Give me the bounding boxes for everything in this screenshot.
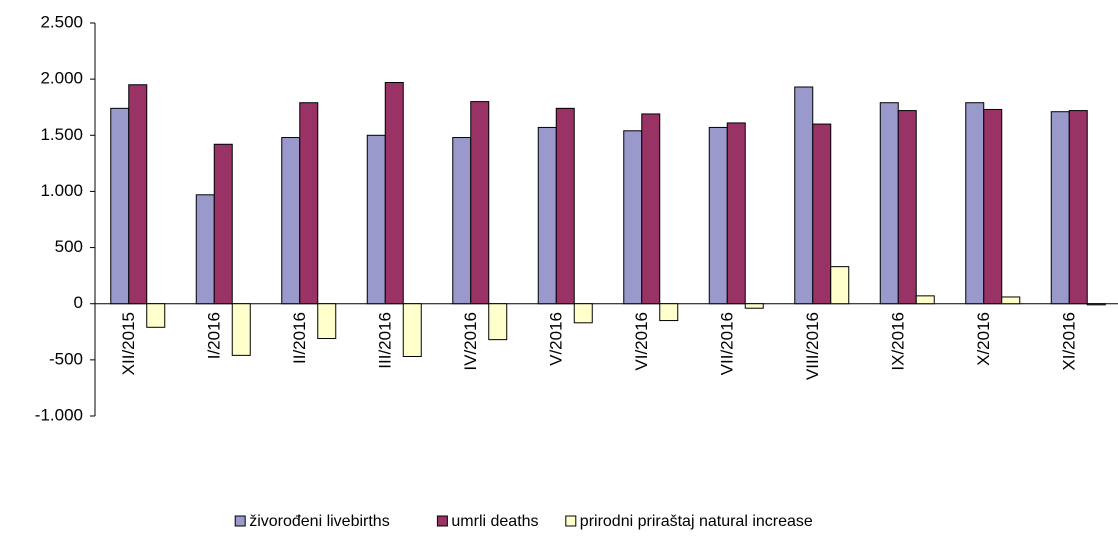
bar: [623, 130, 643, 305]
bar: [488, 303, 508, 341]
bar: [1068, 110, 1088, 305]
bar: [830, 266, 850, 305]
bar: [879, 102, 899, 305]
bar: [708, 126, 728, 305]
bar: [726, 122, 746, 305]
bar: [299, 102, 319, 305]
x-tick-label: VIII/2016: [803, 312, 822, 380]
y-tick-label: 500: [55, 237, 83, 256]
bar: [452, 137, 472, 305]
x-tick-label: XII/2015: [119, 312, 138, 375]
bar: [641, 113, 661, 305]
y-tick-label: 2.500: [40, 12, 83, 31]
y-tick-label: -1.000: [35, 405, 83, 424]
bar: [555, 107, 575, 305]
bar: [470, 101, 490, 305]
bar: [231, 303, 251, 356]
x-tick-label: IV/2016: [461, 312, 480, 371]
legend-label: umrli deaths: [451, 513, 538, 530]
y-tick-label: 0: [74, 293, 83, 312]
bar: [573, 303, 593, 324]
legend-swatch: [565, 515, 577, 527]
x-tick-label: X/2016: [974, 312, 993, 366]
y-tick-label: 2.000: [40, 69, 83, 88]
y-tick-label: 1.500: [40, 125, 83, 144]
bar: [384, 82, 404, 305]
x-tick-label: V/2016: [547, 312, 566, 366]
x-tick-label: VII/2016: [718, 312, 737, 375]
x-tick-label: III/2016: [376, 312, 395, 369]
bar: [213, 143, 233, 305]
bar: [1001, 296, 1021, 305]
bar: [794, 86, 814, 305]
bar: [659, 303, 679, 322]
x-tick-label: XI/2016: [1060, 312, 1079, 371]
legend: živorođeni livebirths umrli deaths prirodn…: [234, 513, 813, 530]
bar: [744, 303, 764, 309]
legend-swatch: [436, 515, 448, 527]
bar: [915, 295, 935, 305]
x-tick-label: II/2016: [290, 312, 309, 364]
bar: [195, 194, 215, 305]
bar: [110, 107, 130, 305]
bar: [128, 84, 148, 305]
bar: [897, 110, 917, 305]
bar: [281, 137, 301, 305]
bar: [1086, 303, 1106, 306]
bar: [1050, 111, 1070, 305]
bar: [812, 123, 832, 305]
bar: [366, 134, 386, 305]
bar: [317, 303, 337, 340]
bar: [402, 303, 422, 357]
legend-label: živorođeni livebirths: [249, 513, 390, 530]
bar: [983, 108, 1003, 305]
x-tick-label: VI/2016: [632, 312, 651, 371]
y-tick-label: 1.000: [40, 181, 83, 200]
legend-swatch: [234, 515, 246, 527]
bar: [146, 303, 166, 328]
bar: [965, 102, 985, 305]
y-tick-label: -500: [49, 349, 83, 368]
bar: [537, 126, 557, 305]
x-tick-label: IX/2016: [889, 312, 908, 371]
legend-label: prirodni priraštaj natural increase: [580, 513, 813, 530]
x-tick-label: I/2016: [205, 312, 224, 359]
